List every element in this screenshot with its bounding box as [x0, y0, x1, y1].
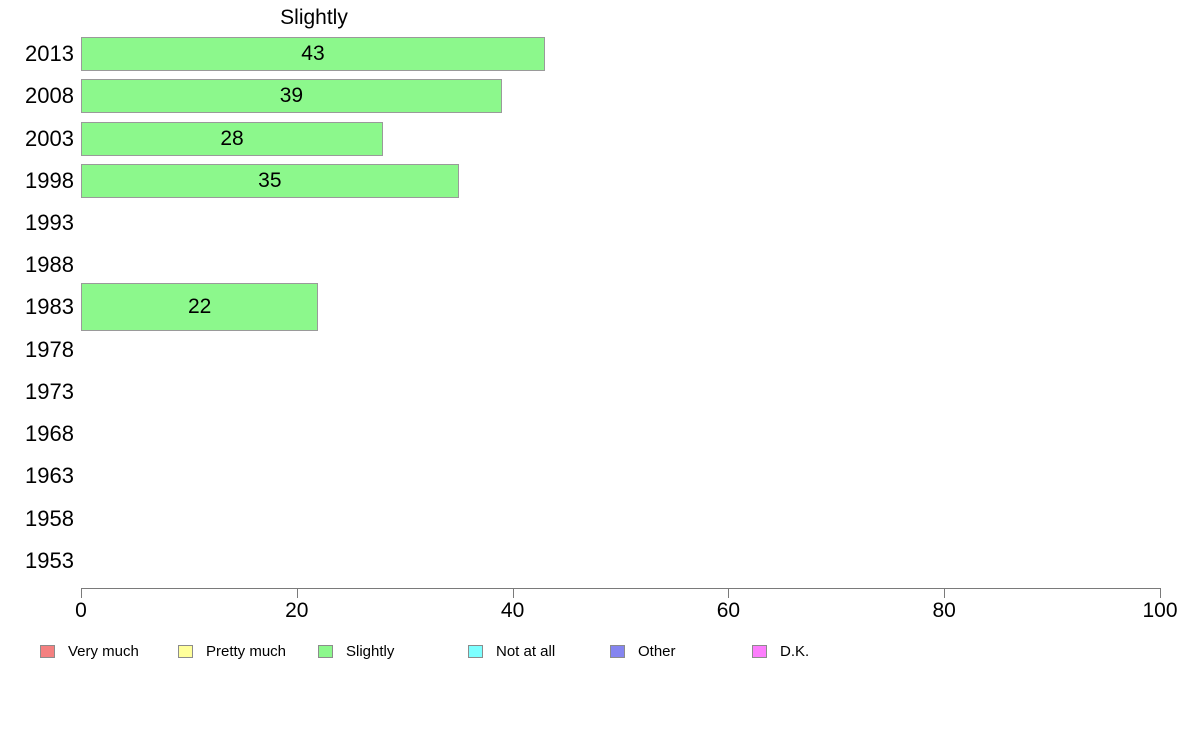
y-axis-label: 2013	[25, 41, 74, 67]
chart-row: 1958	[0, 497, 1188, 539]
y-axis-label: 1968	[25, 421, 74, 447]
x-axis-tick-label: 0	[75, 599, 87, 622]
y-axis-label: 1998	[25, 167, 74, 193]
y-axis-label: 2003	[25, 125, 74, 151]
legend-swatch-icon	[468, 644, 483, 658]
bar-value-label: 39	[279, 84, 304, 108]
x-axis-tick-label: 80	[932, 599, 956, 622]
x-axis-tick-label: 60	[716, 599, 741, 622]
y-axis-label: 1953	[25, 547, 74, 573]
chart-row: 2003 28	[0, 117, 1188, 159]
legend-item: Very much	[40, 641, 139, 661]
y-axis-label: 1983	[25, 294, 74, 320]
chart-row: 1983 22	[0, 283, 1188, 332]
legend-item: D.K.	[752, 641, 809, 661]
chart-row: 1978	[0, 329, 1188, 371]
x-axis-tick	[296, 588, 298, 598]
chart-row: 1998 35	[0, 160, 1188, 202]
bar-1983: 22	[81, 283, 319, 332]
chart-row: 1953	[0, 540, 1188, 582]
plot-area: 2013 43 2008 39 2003 28 1998 35 1993 1988 1983 22 19…	[0, 33, 1188, 582]
legend-label: D.K.	[780, 642, 810, 660]
y-axis-label: 2008	[25, 83, 74, 109]
bar-value-label: 35	[258, 168, 282, 192]
legend-swatch-icon	[40, 644, 55, 658]
x-axis-tick-label: 40	[500, 599, 525, 622]
y-axis-label: 1993	[25, 209, 74, 235]
x-axis-tick	[728, 588, 730, 598]
legend: Very much Pretty much Slightly Not at all Ot…	[0, 641, 1188, 663]
legend-label: Slightly	[346, 642, 395, 660]
bar-2013: 43	[81, 37, 545, 72]
y-axis-label: 1988	[25, 252, 74, 278]
legend-swatch-icon	[752, 644, 767, 658]
legend-swatch-icon	[318, 644, 333, 658]
legend-label: Pretty much	[206, 642, 287, 660]
legend-label: Not at all	[496, 642, 556, 660]
chart-title: Slightly	[280, 6, 348, 29]
legend-item: Slightly	[318, 641, 394, 661]
y-axis-label: 1963	[25, 463, 74, 489]
legend-item: Other	[610, 641, 676, 661]
x-axis-tick-label: 100	[1142, 599, 1178, 622]
chart-row: 1993	[0, 202, 1188, 244]
chart-row: 1988	[0, 244, 1188, 286]
chart-row: 2008 39	[0, 75, 1188, 117]
bar-2008: 39	[81, 79, 502, 114]
bar-value-label: 22	[188, 295, 212, 319]
legend-item: Not at all	[468, 641, 555, 661]
chart-row: 1968	[0, 413, 1188, 455]
x-axis-tick-label: 20	[285, 599, 309, 622]
chart-row: 1973	[0, 371, 1188, 413]
x-axis-line	[81, 588, 1161, 589]
legend-item: Pretty much	[178, 641, 286, 661]
y-axis-label: 1978	[25, 336, 74, 362]
x-axis-tick	[944, 588, 946, 598]
chart-row: 2013 43	[0, 33, 1188, 75]
y-axis-label: 1958	[25, 505, 74, 531]
x-axis-tick	[512, 588, 514, 598]
chart-row: 1963	[0, 455, 1188, 497]
bar-value-label: 43	[301, 42, 325, 66]
legend-swatch-icon	[178, 644, 193, 658]
x-axis-tick	[1160, 588, 1161, 598]
legend-swatch-icon	[610, 644, 625, 658]
bar-2003: 28	[81, 121, 384, 156]
legend-label: Very much	[68, 642, 139, 660]
bar-1998: 35	[81, 163, 459, 198]
legend-label: Other	[638, 642, 676, 660]
y-axis-label: 1973	[25, 378, 74, 404]
bar-value-label: 28	[220, 126, 244, 150]
x-axis-tick	[81, 588, 82, 598]
